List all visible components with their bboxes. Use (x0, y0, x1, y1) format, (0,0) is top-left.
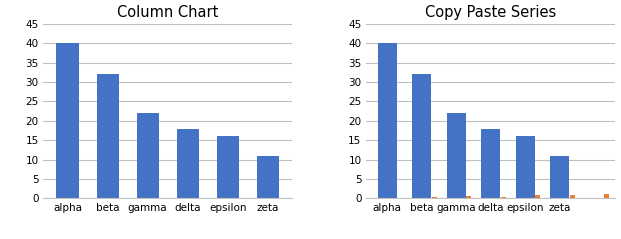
Bar (569, 195, 575, 198)
Bar (466, 196, 471, 198)
Bar (96, 74, 119, 198)
Bar (604, 195, 609, 198)
Bar (446, 113, 466, 198)
Bar (550, 156, 569, 198)
Bar (257, 156, 279, 198)
Bar (57, 43, 78, 198)
Bar (412, 74, 431, 198)
Bar (217, 136, 239, 198)
Bar (515, 136, 535, 198)
Bar (378, 43, 397, 198)
Bar (137, 113, 158, 198)
Bar (177, 129, 199, 198)
Bar (432, 197, 437, 198)
Title: Column Chart: Column Chart (117, 5, 219, 20)
Bar (535, 195, 540, 198)
Bar (501, 197, 506, 198)
Title: Copy Paste Series: Copy Paste Series (425, 5, 556, 20)
Bar (481, 129, 500, 198)
